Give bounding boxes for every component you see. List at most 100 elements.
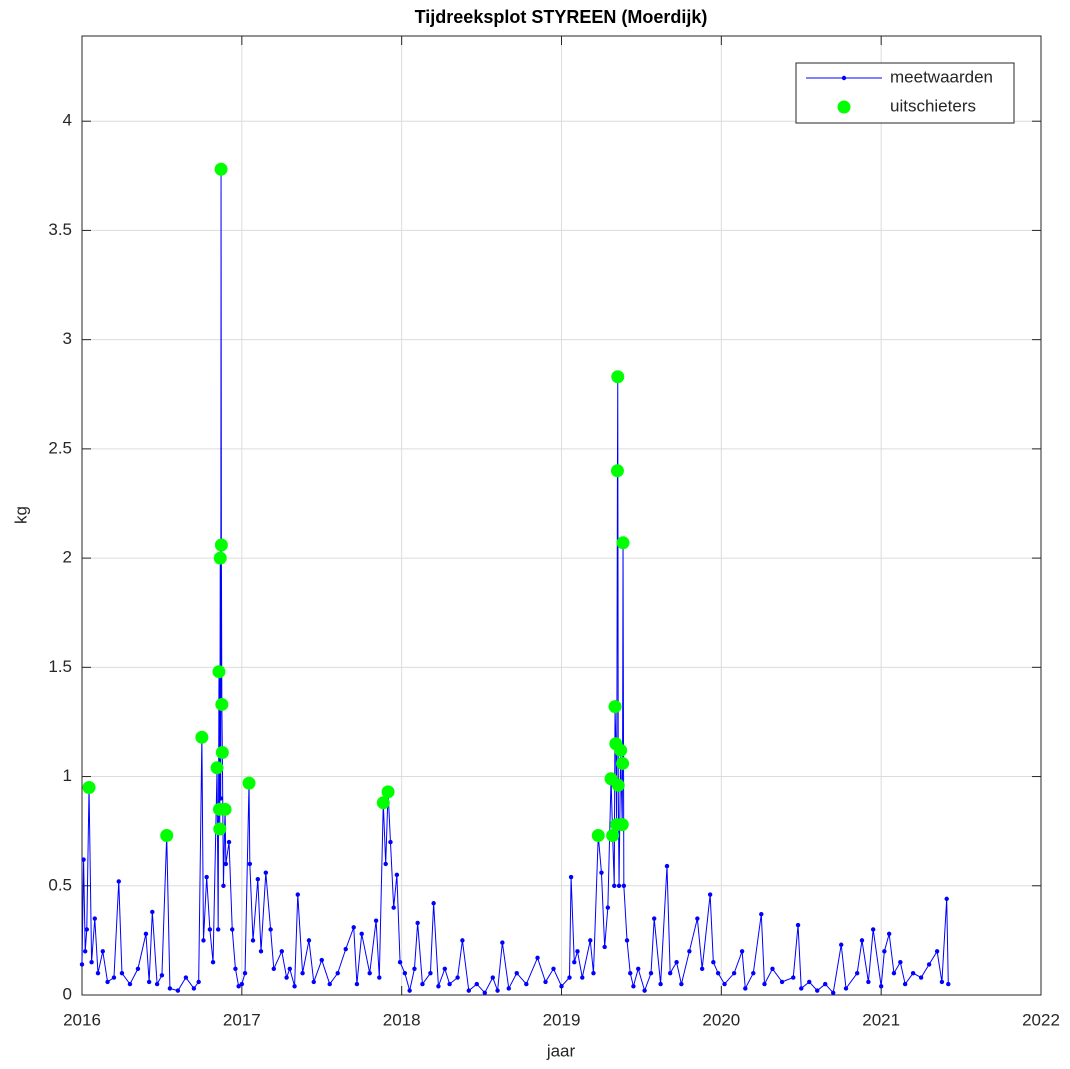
data-point — [934, 949, 940, 954]
legend-marker — [837, 100, 851, 114]
data-point — [143, 931, 149, 937]
data-point — [674, 960, 679, 965]
data-point — [870, 927, 876, 932]
legend: meetwaarden uitschieters — [795, 62, 1015, 124]
data-point — [292, 984, 297, 989]
data-point — [81, 857, 86, 862]
data-point — [854, 970, 860, 976]
data-point — [495, 988, 500, 993]
y-tick-label: 0.5 — [48, 875, 72, 894]
y-tick-label: 4 — [63, 111, 72, 130]
data-point — [506, 986, 511, 991]
outlier-point — [215, 746, 229, 760]
data-point — [218, 796, 223, 801]
data-point — [146, 979, 152, 985]
data-point — [695, 916, 700, 921]
data-point — [127, 981, 133, 987]
data-point — [383, 861, 388, 867]
data-point — [902, 981, 908, 987]
data-point — [591, 970, 596, 976]
y-tick-label: 3 — [63, 329, 72, 348]
data-point — [431, 901, 436, 906]
data-point — [667, 970, 673, 976]
data-point — [791, 975, 796, 980]
data-point — [715, 970, 721, 976]
data-point — [207, 927, 213, 932]
data-point — [84, 927, 89, 932]
data-point — [258, 949, 264, 954]
data-point — [664, 863, 670, 869]
data-point — [687, 949, 692, 954]
legend-label: meetwaarden — [890, 67, 993, 86]
outlier-point — [215, 697, 229, 711]
data-point — [250, 938, 256, 943]
outlier-point — [591, 829, 605, 843]
outlier-point — [218, 802, 232, 816]
data-point — [918, 975, 924, 980]
data-point — [92, 916, 97, 921]
legend-marker — [841, 75, 847, 81]
data-point — [599, 870, 604, 875]
data-point — [327, 981, 332, 987]
data-point — [215, 927, 221, 932]
data-point — [939, 979, 945, 985]
data-point — [210, 960, 216, 965]
data-point — [882, 949, 887, 954]
data-point — [743, 986, 748, 991]
data-point — [167, 986, 173, 991]
data-point — [605, 905, 611, 910]
data-point — [204, 874, 209, 880]
data-point — [490, 975, 495, 980]
data-point — [394, 872, 400, 878]
data-point — [150, 909, 155, 915]
data-point — [770, 966, 775, 971]
data-point — [524, 981, 529, 987]
data-point — [407, 988, 412, 993]
outlier-point — [195, 730, 209, 744]
data-point — [300, 970, 305, 976]
data-point — [89, 960, 94, 965]
data-point — [699, 966, 705, 971]
data-point — [514, 970, 519, 976]
data-point — [343, 946, 348, 952]
data-point — [223, 861, 229, 867]
data-point — [886, 931, 892, 937]
outlier-point — [616, 536, 630, 550]
data-point — [242, 970, 248, 976]
data-point — [831, 990, 836, 996]
data-point — [568, 874, 574, 880]
outlier-point — [608, 700, 622, 714]
data-point — [588, 938, 593, 943]
data-point — [373, 918, 379, 923]
outlier-point — [611, 370, 625, 384]
data-point — [679, 981, 684, 987]
data-point — [354, 981, 360, 987]
data-point — [391, 905, 396, 910]
data-point — [82, 949, 88, 954]
outlier-point — [214, 538, 228, 552]
outlier-point — [213, 822, 227, 836]
data-point — [247, 861, 253, 867]
data-point — [436, 984, 441, 989]
y-tick-label: 1 — [63, 766, 72, 785]
data-point — [116, 879, 121, 884]
data-point — [707, 892, 713, 897]
data-point — [926, 962, 932, 967]
x-tick-label: 2017 — [223, 1010, 261, 1029]
data-point — [100, 949, 105, 954]
chart-title: Tijdreeksplot STYREEN (Moerdijk) — [415, 7, 708, 27]
data-point — [866, 979, 871, 985]
data-point — [482, 990, 487, 996]
data-point — [412, 966, 417, 971]
data-point — [388, 839, 393, 845]
data-point — [658, 981, 663, 987]
data-point — [119, 970, 125, 976]
legend-box — [795, 62, 1015, 124]
legend-label: uitschieters — [890, 96, 976, 115]
data-point — [415, 920, 420, 926]
data-point — [271, 966, 276, 971]
data-point — [311, 979, 316, 985]
data-point — [946, 981, 951, 987]
outlier-point — [242, 776, 256, 790]
